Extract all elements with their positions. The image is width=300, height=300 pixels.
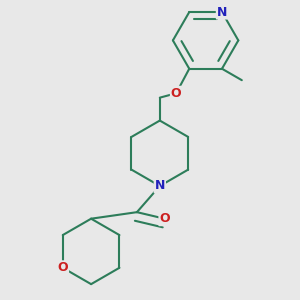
Text: N: N xyxy=(217,6,227,19)
Text: O: O xyxy=(171,87,181,100)
Text: O: O xyxy=(58,261,68,274)
Text: N: N xyxy=(154,179,165,193)
Text: O: O xyxy=(159,212,170,225)
